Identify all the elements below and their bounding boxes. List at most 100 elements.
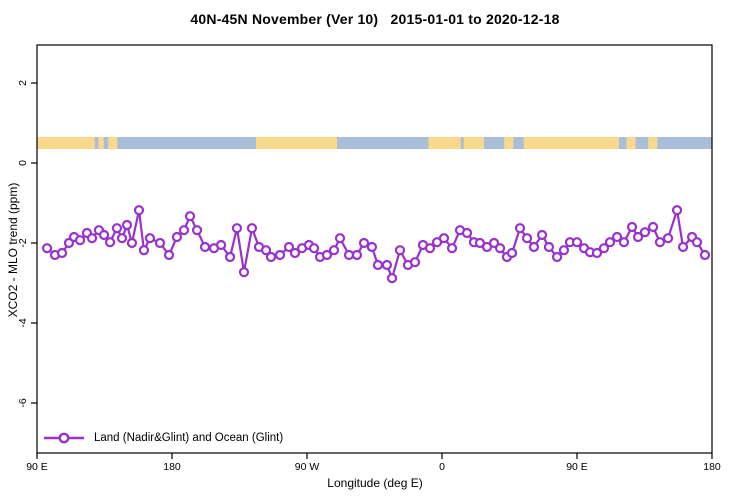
data-point-marker xyxy=(121,219,133,231)
data-point-marker xyxy=(604,237,616,248)
x-tick-label: 90 E xyxy=(26,461,48,473)
data-point-marker xyxy=(394,245,406,256)
map-band-land-segment xyxy=(108,137,118,149)
data-point-marker xyxy=(381,259,393,271)
chart-title: 40N-45N November (Ver 10) 2015-01-01 to … xyxy=(190,11,560,27)
data-point-marker xyxy=(274,249,286,261)
data-point-marker xyxy=(334,233,346,244)
data-point-marker xyxy=(138,245,150,256)
data-point-marker xyxy=(671,205,683,216)
map-band-land-segment xyxy=(463,137,484,149)
data-point-marker xyxy=(74,235,86,246)
legend: Land (Nadir&Glint) and Ocean (Glint) xyxy=(43,430,283,446)
data-point-marker xyxy=(260,245,272,256)
data-point-marker xyxy=(611,231,623,243)
data-point-marker xyxy=(494,243,506,254)
data-point-marker xyxy=(438,233,450,244)
x-tick-label: 90 W xyxy=(295,461,320,473)
data-point-marker xyxy=(591,247,603,259)
data-point-marker xyxy=(238,267,250,278)
data-point-marker xyxy=(126,237,138,249)
y-tick-label: -6 xyxy=(17,398,29,407)
data-point-marker xyxy=(639,227,651,238)
data-point-marker xyxy=(289,247,301,259)
data-point-marker xyxy=(41,243,53,254)
data-point-marker xyxy=(551,251,563,263)
y-tick-label: 2 xyxy=(17,80,29,86)
data-point-marker xyxy=(111,223,123,234)
data-point-marker xyxy=(626,221,638,233)
data-point-marker xyxy=(328,245,340,256)
data-point-marker xyxy=(265,251,277,263)
data-point-marker xyxy=(215,239,227,251)
data-point-marker xyxy=(163,249,175,261)
data-point-marker xyxy=(343,249,355,261)
x-tick-label: 90 E xyxy=(566,461,588,473)
y-tick-label: 0 xyxy=(17,160,29,166)
data-point-marker xyxy=(116,233,128,244)
data-point-marker xyxy=(351,249,363,261)
map-band-land-segment xyxy=(504,137,514,149)
x-axis-title: Longitude (deg E) xyxy=(327,476,423,490)
data-point-marker xyxy=(184,211,196,222)
y-axis-title: XCO2 - MLO trend (ppm) xyxy=(6,182,20,318)
map-band-land-segment xyxy=(37,137,95,149)
legend-label: Land (Nadir&Glint) and Ocean (Glint) xyxy=(94,432,284,444)
data-point-marker xyxy=(543,241,555,253)
data-point-marker xyxy=(461,227,473,239)
x-tick-label: 180 xyxy=(703,461,721,473)
data-point-marker xyxy=(199,241,211,253)
data-point-marker xyxy=(654,237,666,248)
data-point-marker xyxy=(231,223,243,234)
data-point-marker xyxy=(283,241,295,253)
data-point-marker xyxy=(618,237,630,248)
data-point-marker xyxy=(446,243,458,254)
data-point-marker xyxy=(372,259,384,271)
map-band-land-segment xyxy=(256,137,337,149)
x-tick-label: 180 xyxy=(163,461,181,473)
data-point-marker xyxy=(521,233,533,244)
map-band-land-segment xyxy=(98,137,104,149)
data-point-marker xyxy=(677,241,689,253)
data-point-marker xyxy=(56,247,68,259)
data-point-marker xyxy=(98,229,110,241)
data-point-marker xyxy=(178,225,190,236)
data-point-marker xyxy=(488,237,500,249)
data-point-marker xyxy=(528,241,540,253)
map-band-land-segment xyxy=(648,137,658,149)
data-point-marker xyxy=(171,231,183,243)
data-point-marker xyxy=(321,249,333,261)
data-point-marker xyxy=(144,233,156,244)
data-point-marker xyxy=(409,257,421,268)
data-point-marker xyxy=(598,243,610,254)
data-point-marker xyxy=(699,249,711,261)
data-point-marker xyxy=(358,237,370,249)
data-point-marker xyxy=(246,223,258,234)
data-point-marker xyxy=(424,243,436,254)
data-point-marker xyxy=(86,233,98,244)
data-point-marker xyxy=(308,243,320,254)
data-point-marker xyxy=(366,241,378,253)
data-point-marker xyxy=(647,221,659,233)
y-tick-label: -4 xyxy=(17,318,29,327)
data-point-marker xyxy=(514,223,526,234)
map-band-land-segment xyxy=(523,137,619,149)
data-point-marker xyxy=(632,231,644,243)
data-point-marker xyxy=(506,247,518,259)
data-point-marker xyxy=(191,225,203,236)
x-tick-label: 0 xyxy=(439,461,445,473)
data-point-marker xyxy=(691,237,703,248)
plot-box xyxy=(36,44,713,454)
map-band-land-segment xyxy=(626,137,636,149)
data-point-marker xyxy=(224,251,236,263)
data-point-marker xyxy=(386,273,398,284)
data-point-marker xyxy=(154,237,166,249)
legend-marker-icon xyxy=(44,432,84,444)
map-band-land-segment xyxy=(428,137,461,149)
data-point-marker xyxy=(536,229,548,241)
y-tick-label: -2 xyxy=(17,238,29,247)
data-point-marker xyxy=(662,233,674,244)
data-point-marker xyxy=(104,237,116,248)
